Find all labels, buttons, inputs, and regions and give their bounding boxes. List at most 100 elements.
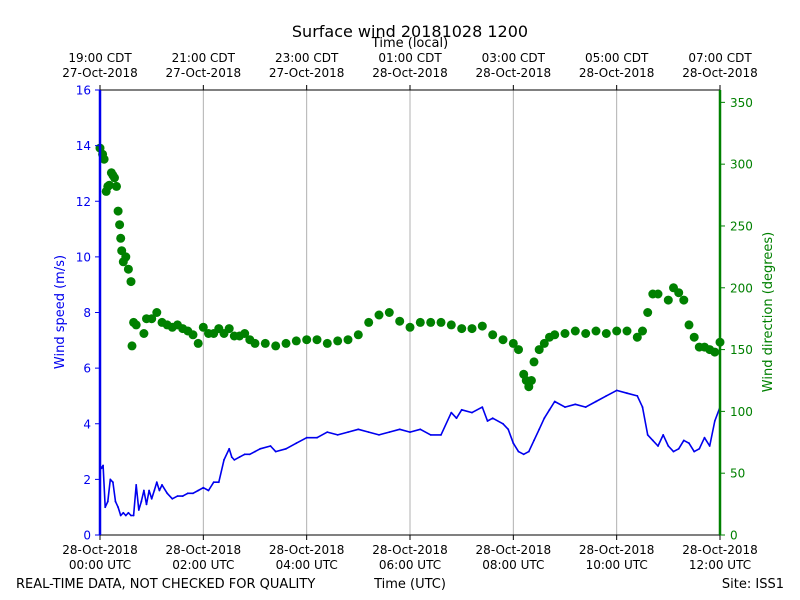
wind-speed-point: [158, 489, 161, 492]
wind-speed-point: [548, 408, 551, 411]
x-bottom-tick-time: 12:00 UTC: [689, 558, 751, 572]
wind-direction-point: [591, 326, 601, 336]
wind-speed-point: [455, 417, 458, 420]
wind-direction-point: [529, 357, 539, 367]
wind-speed-point: [148, 489, 151, 492]
chart-title: Surface wind 20181028 1200: [292, 22, 528, 41]
wind-speed-point: [538, 428, 541, 431]
wind-speed-point: [274, 450, 277, 453]
wind-speed-point: [672, 450, 675, 453]
y-left-tick-label: 4: [83, 417, 91, 431]
wind-direction-point: [663, 295, 673, 305]
wind-speed-point: [677, 447, 680, 450]
wind-speed-point: [641, 406, 644, 408]
wind-speed-point: [388, 431, 391, 433]
wind-direction-point: [291, 336, 301, 346]
y-right-tick-label: 300: [730, 158, 753, 172]
wind-direction-point: [198, 322, 208, 332]
y-right-tick-label: 0: [730, 529, 738, 543]
wind-speed-point: [409, 431, 411, 433]
wind-speed-point: [636, 395, 639, 397]
wind-speed-point: [109, 478, 112, 481]
wind-direction-point: [415, 317, 425, 327]
wind-direction-point: [526, 376, 536, 385]
x-top-tick-date: 28-Oct-2018: [579, 66, 655, 80]
y-axis-left-label: Wind speed (m/s): [53, 255, 68, 369]
wind-speed-point: [491, 417, 494, 420]
wind-speed-point: [228, 447, 231, 450]
wind-direction-point: [121, 252, 131, 262]
wind-direction-point: [674, 288, 684, 298]
y-left-tick-label: 12: [76, 195, 91, 209]
wind-speed-point: [507, 428, 510, 431]
y-left-tick-label: 10: [76, 250, 91, 264]
wind-speed-point: [197, 489, 200, 492]
wind-speed-point: [667, 445, 670, 447]
wind-speed-point: [486, 420, 489, 422]
wind-direction-point: [405, 322, 415, 332]
wind-speed-point: [202, 486, 205, 489]
wind-direction-point: [116, 233, 126, 243]
y-right-tick-label: 200: [730, 281, 753, 295]
wind-direction-point: [560, 329, 570, 338]
wind-speed-point: [238, 456, 241, 458]
wind-speed-point: [140, 500, 143, 503]
wind-direction-point: [112, 181, 121, 191]
x-axis-bottom-label: Time (UTC): [373, 577, 446, 592]
wind-speed-point: [124, 514, 127, 517]
wind-speed-point: [517, 450, 520, 453]
wind-direction-point: [612, 326, 622, 336]
x-bottom-tick-date: 28-Oct-2018: [579, 543, 655, 557]
wind-speed-point: [254, 450, 256, 453]
wind-speed-point: [145, 503, 148, 506]
wind-speed-point: [233, 459, 236, 461]
wind-direction-point: [104, 180, 114, 190]
y-left-tick-label: 0: [83, 529, 91, 543]
wind-direction-point: [250, 338, 260, 348]
wind-speed-line: [99, 389, 721, 517]
wind-speed-point: [522, 453, 525, 456]
wind-direction-point: [622, 326, 632, 336]
wind-direction-point: [322, 338, 332, 348]
wind-speed-point: [150, 497, 153, 500]
wind-speed-point: [713, 420, 716, 422]
x-bottom-tick-date: 28-Oct-2018: [476, 543, 552, 557]
wind-direction-point: [353, 330, 363, 340]
wind-speed-point: [176, 495, 179, 497]
wind-speed-point: [259, 447, 262, 450]
wind-speed-point: [357, 428, 360, 431]
x-top-tick-time: 19:00 CDT: [68, 51, 132, 65]
x-bottom-tick-date: 28-Oct-2018: [372, 543, 448, 557]
wind-speed-point: [112, 481, 114, 484]
wind-speed-point: [285, 447, 287, 450]
x-top-tick-date: 28-Oct-2018: [476, 66, 552, 80]
wind-direction-point: [147, 314, 157, 324]
wind-speed-point: [106, 500, 109, 503]
wind-direction-point: [581, 329, 591, 338]
x-bottom-tick-time: 06:00 UTC: [379, 558, 441, 572]
wind-speed-point: [143, 489, 145, 492]
wind-speed-point: [605, 395, 608, 397]
wind-direction-point: [426, 317, 436, 327]
x-top-tick-time: 23:00 CDT: [275, 51, 339, 65]
wind-direction-point: [710, 347, 720, 357]
wind-direction-point: [240, 329, 250, 338]
x-top-tick-time: 05:00 CDT: [585, 51, 649, 65]
wind-speed-point: [564, 406, 566, 408]
wind-speed-point: [367, 431, 370, 433]
wind-direction-point: [684, 320, 694, 330]
x-bottom-tick-date: 28-Oct-2018: [269, 543, 345, 557]
wind-speed-point: [693, 450, 696, 453]
wind-speed-point: [595, 400, 597, 403]
x-bottom-tick-date: 28-Oct-2018: [682, 543, 758, 557]
wind-speed-point: [171, 497, 174, 500]
wind-speed-point: [230, 456, 233, 458]
wind-speed-point: [533, 439, 535, 442]
site-label: Site: ISS1: [722, 577, 784, 592]
x-top-tick-date: 27-Oct-2018: [62, 66, 138, 80]
wind-speed-point: [155, 481, 158, 484]
x-top-tick-time: 01:00 CDT: [378, 51, 442, 65]
wind-speed-point: [248, 453, 251, 456]
wind-speed-point: [460, 408, 463, 411]
x-top-tick-date: 27-Oct-2018: [166, 66, 242, 80]
